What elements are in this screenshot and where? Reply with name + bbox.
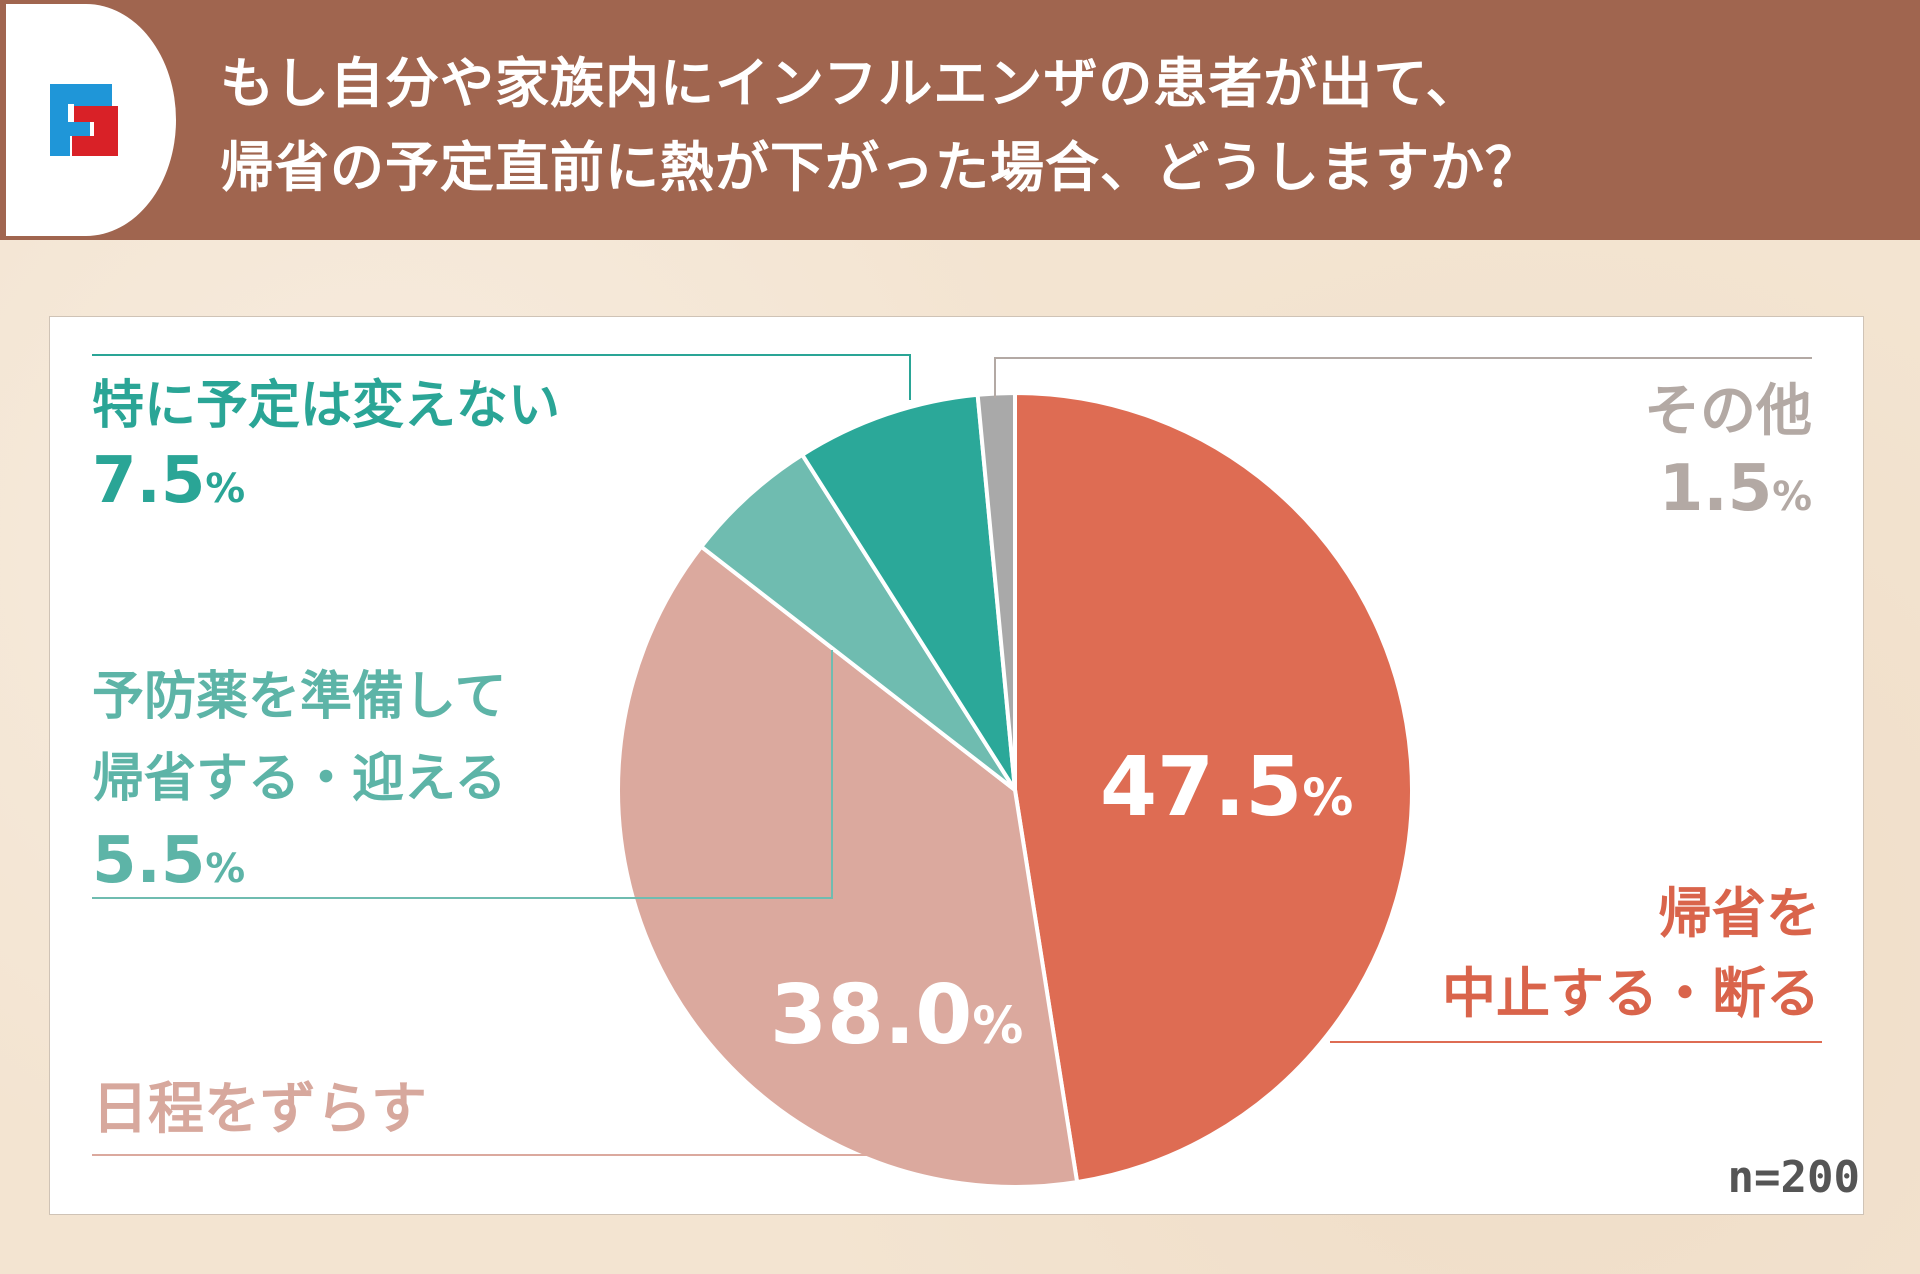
percent-sign: %	[205, 466, 246, 512]
label-text: 帰省を	[1658, 882, 1820, 945]
percent-sign: %	[972, 996, 1024, 1055]
percent-sign: %	[205, 846, 246, 892]
value-label-cancel: 47.5%	[1100, 740, 1353, 835]
leader-line-other	[994, 357, 1812, 398]
pie-slice-3	[800, 392, 1017, 792]
sample-size: n=200	[1727, 1152, 1860, 1203]
label-text: 特に予定は変えない	[92, 376, 561, 436]
value-label: 1.5	[1658, 452, 1773, 526]
label-text: 予防薬を準備して	[92, 667, 507, 727]
page-title: もし自分や家族内にインフルエンザの患者が出て、 帰省の予定直前に熱が下がった場合…	[220, 42, 1540, 210]
logo-icon	[50, 84, 118, 156]
leader-line-prevent	[92, 650, 833, 899]
percent-sign: %	[1302, 768, 1354, 827]
value-text: 47.5	[1100, 740, 1303, 835]
label-no-change: 特に予定は変えない 7.5%	[92, 372, 560, 530]
pie-slice-2	[699, 452, 1017, 792]
label-text: その他	[1644, 379, 1812, 444]
value-label-reschedule: 38.0%	[770, 968, 1023, 1063]
value-text: 38.0	[770, 968, 973, 1063]
pie-slice-1	[616, 544, 1080, 1189]
value-label: 7.5	[92, 444, 206, 518]
label-text: 日程をずらす	[92, 1077, 427, 1142]
label-reschedule: 日程をずらす	[92, 1076, 427, 1144]
percent-sign: %	[1772, 474, 1812, 520]
label-cancel: 帰省を 中止する・断る	[1442, 874, 1820, 1034]
leader-line-no-change	[92, 354, 911, 400]
title-line-2: 帰省の予定直前に熱が下がった場合、どうしますか？	[220, 136, 1540, 199]
logo-panel	[6, 4, 176, 236]
value-label: 5.5	[92, 824, 206, 898]
label-text: 帰省する・迎える	[92, 749, 507, 809]
label-prevent: 予防薬を準備して 帰省する・迎える 5.5%	[92, 656, 506, 910]
pie-slice-0	[1013, 391, 1414, 1185]
label-text: 中止する・断る	[1442, 962, 1820, 1025]
header-bar: もし自分や家族内にインフルエンザの患者が出て、 帰省の予定直前に熱が下がった場合…	[0, 0, 1920, 240]
title-line-1: もし自分や家族内にインフルエンザの患者が出て、	[220, 52, 1481, 115]
pie-slice-4	[975, 391, 1017, 792]
label-other: その他 1.5%	[1644, 378, 1812, 540]
